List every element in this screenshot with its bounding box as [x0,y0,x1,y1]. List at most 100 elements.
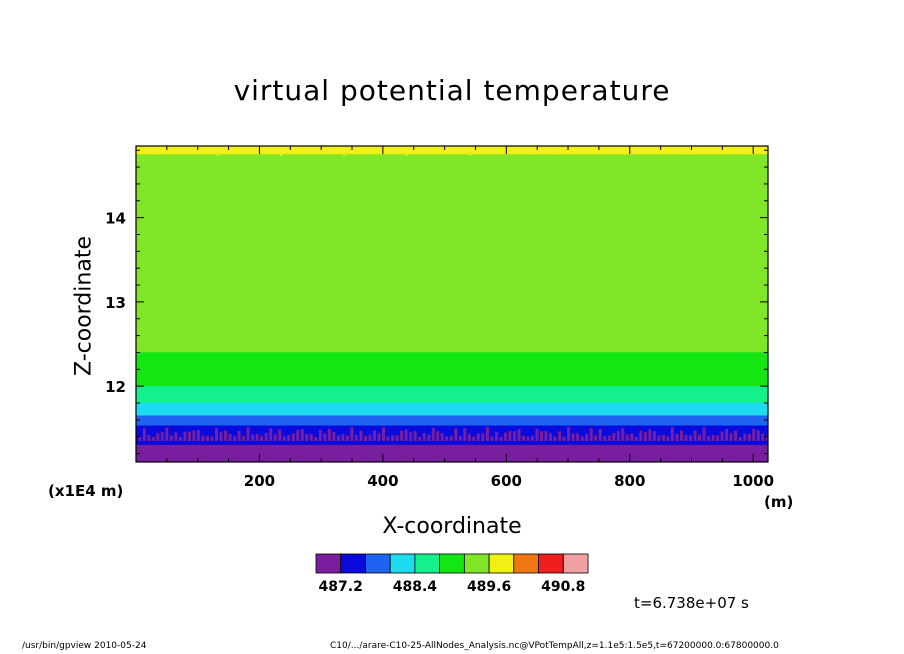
contour-spike [445,436,449,441]
contour-spike [436,431,440,441]
contour-band [136,440,768,462]
contour-spike [666,436,670,441]
contour-drip [511,146,514,150]
contour-drip [434,146,437,154]
contour-spike [368,434,372,441]
contour-spike [255,433,259,441]
contour-drip [624,146,626,155]
contour-drip [469,146,472,156]
contour-spike [517,429,521,441]
colorbar-swatch [463,553,490,574]
contour-spike [490,436,494,441]
contour-band [136,344,768,386]
contour-drip [764,146,767,151]
contour-drip [666,146,669,150]
contour-spike [206,436,209,441]
contour-drip [216,146,219,156]
contour-spike [553,436,557,441]
contour-spike [738,436,742,441]
contour-spike [314,436,318,441]
contour-spike [305,433,309,441]
contour-spike [535,428,539,441]
contour-drip [722,146,725,153]
contour-spike [670,427,674,441]
contour-spike [354,434,358,441]
contour-drip [336,146,339,153]
contour-drip [476,146,479,152]
contour-spike [151,436,155,441]
contour-spike [648,429,652,441]
contour-spike [765,435,768,441]
contour-spike [612,433,616,441]
contour-drip [188,146,191,155]
contour-drip [167,146,170,151]
y-axis-scale-label: (x1E4 m) [48,482,124,500]
contour-spike [309,434,313,441]
contour-drip [525,146,528,151]
contour-spike [187,431,191,441]
contour-spike [264,433,268,441]
contour-spike [652,431,656,441]
contour-spike [400,430,404,441]
contour-drip [357,146,360,150]
colorbar-swatch [315,553,342,574]
contour-spike [576,433,580,441]
contour-spike [404,429,408,441]
contour-drip [385,146,388,151]
x-tick-label: 800 [614,472,645,490]
contour-spike [454,428,458,441]
contour-spike [210,436,214,441]
contour-spike [598,429,602,441]
contour-spike [174,432,178,441]
contour-spike [494,431,498,441]
contour-drip [272,146,275,153]
contour-spike [391,435,395,441]
colorbar-swatch [488,553,515,574]
plot-frame [135,145,769,463]
contour-spike [729,433,733,441]
contour-spike [540,431,543,441]
contour-spike [395,435,399,441]
contour-drip [244,146,247,151]
contour-spike [463,428,467,441]
contour-spike [278,429,282,441]
contour-spike [296,429,300,441]
contour-spike [196,429,200,441]
contour-spike [341,434,345,441]
contour-spike [224,430,227,441]
time-label: t=6.738e+07 s [634,594,749,612]
contour-drip [736,146,739,151]
contour-drip [392,146,395,151]
contour-spike [761,433,765,441]
contour-spike [359,430,363,441]
contour-spike [743,433,747,441]
colorbar-swatch [340,553,366,574]
contour-spike [169,435,173,441]
contour-spike [323,433,327,441]
colorbar-swatch [439,553,465,574]
contour-spike [251,434,255,441]
contour-spike [675,433,679,441]
contour-drip [631,146,634,150]
contour-spike [147,435,151,441]
contour-spike [752,428,756,441]
contour-spike [589,428,593,441]
contour-drip [223,146,226,150]
contour-drip [350,146,353,151]
contour-spike [684,435,688,441]
x-tick-label: 600 [491,472,522,490]
contour-spike [639,430,643,441]
colorbar-swatch [389,553,416,574]
contour-spike [485,427,489,441]
contour-spike [522,435,525,441]
contour-spike [476,433,480,441]
contour-spike [409,432,413,441]
y-tick-label: 14 [105,210,126,228]
contour-drip [329,146,332,150]
contour-drip [539,146,542,151]
contour-drip [209,146,212,153]
contour-drip [139,146,142,149]
contour-spike [567,427,571,441]
contour-drip [504,146,507,151]
contour-drip [364,146,367,154]
